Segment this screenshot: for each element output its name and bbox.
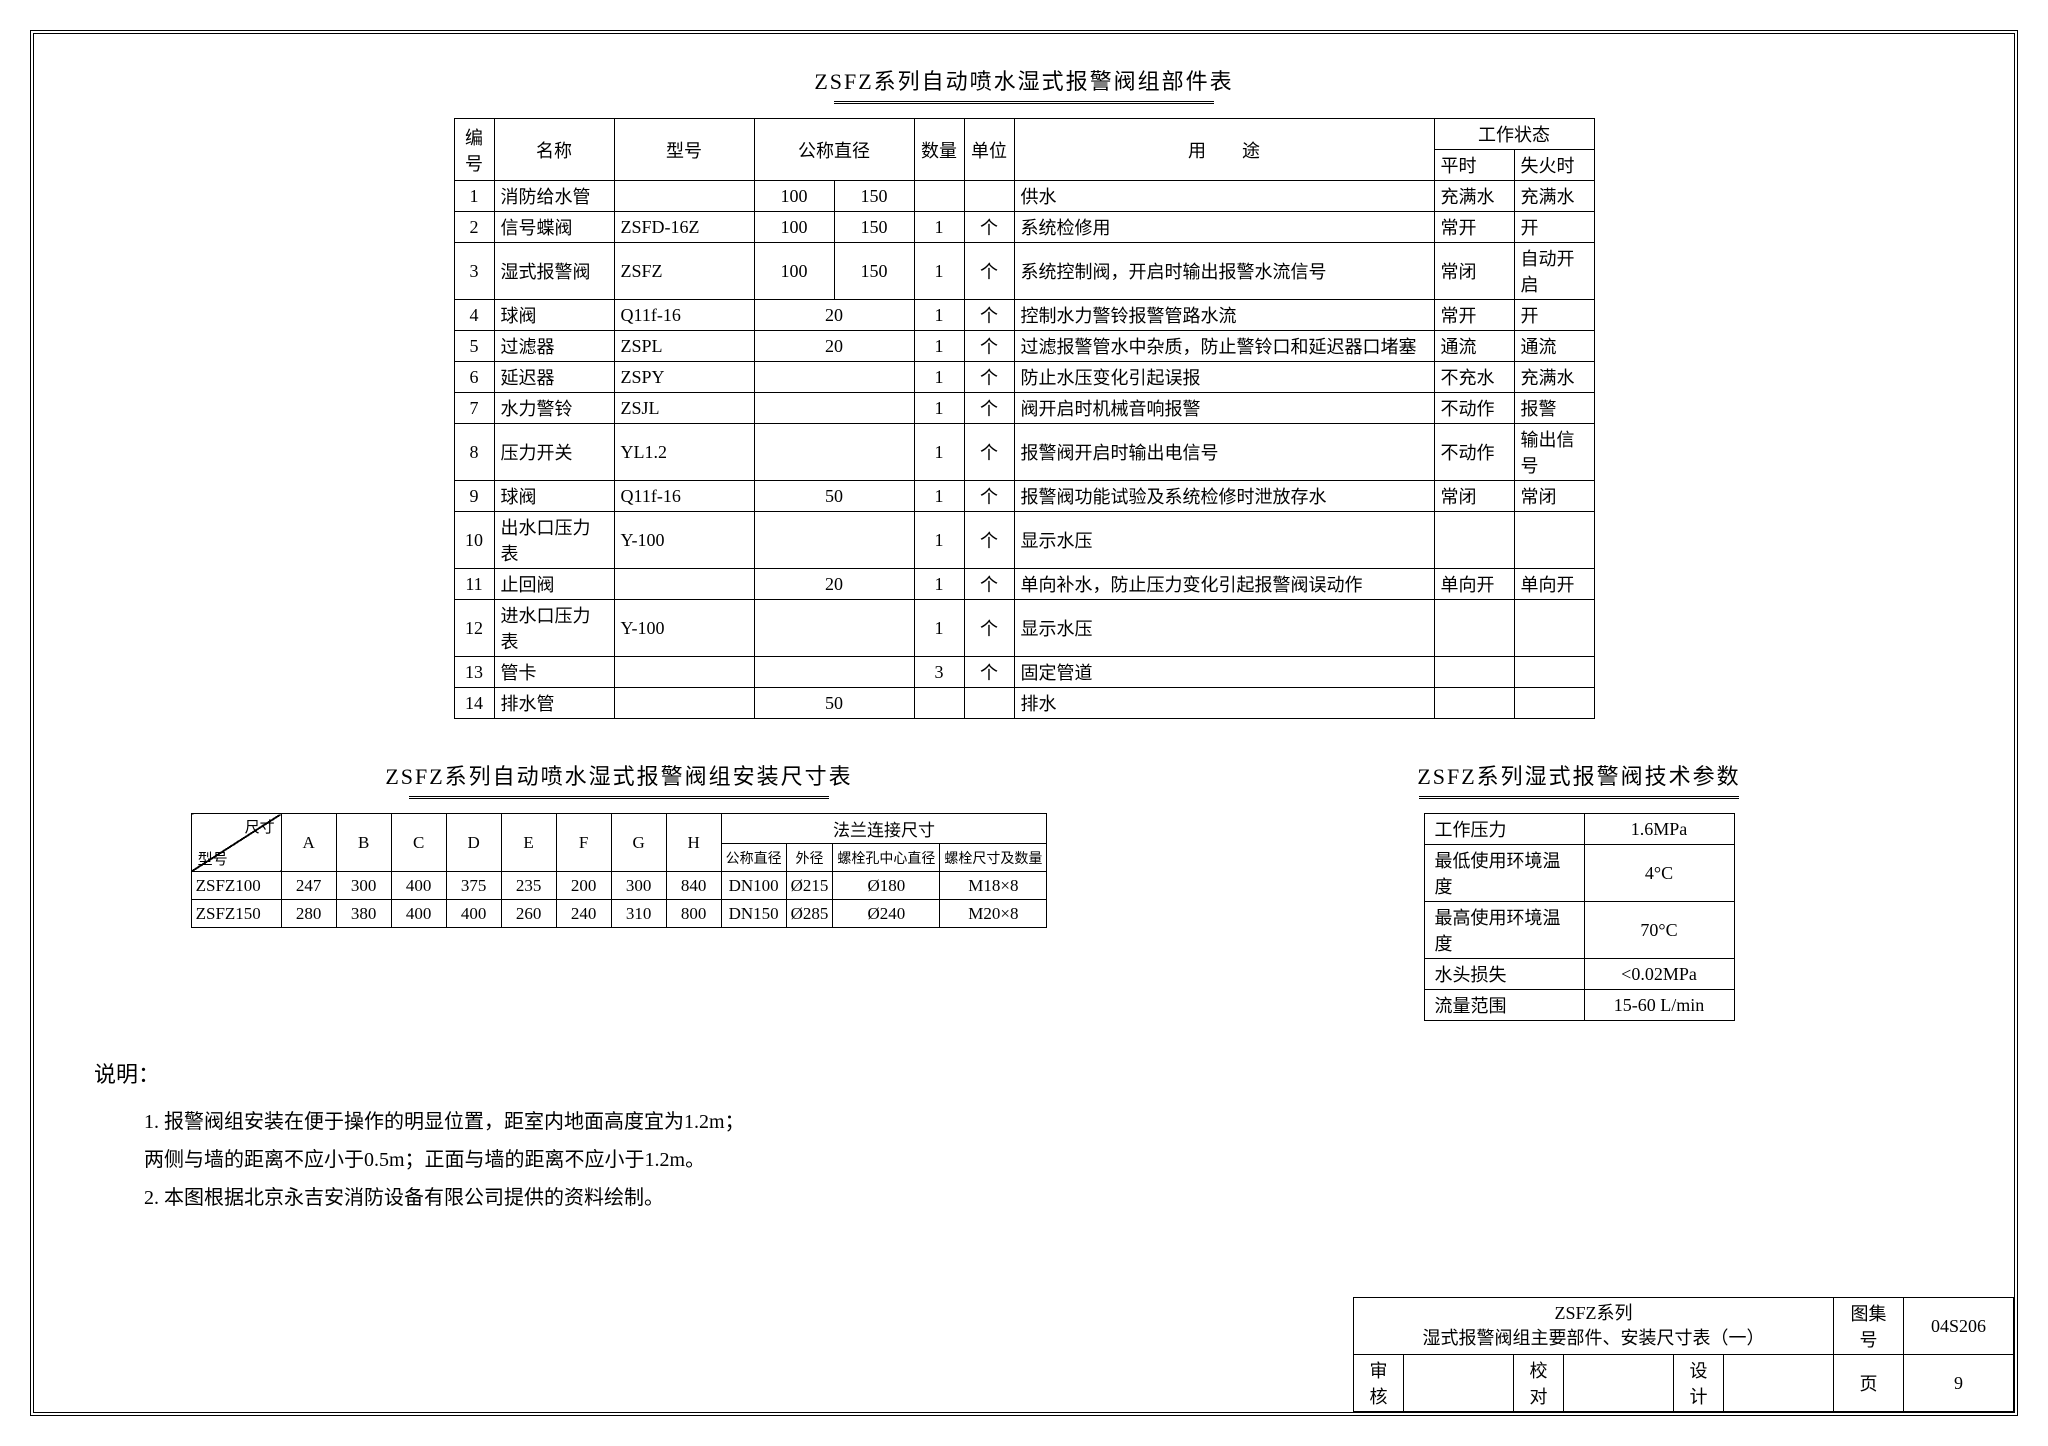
- tb-album: 04S206: [1904, 1298, 2014, 1355]
- hdr-diameter: 公称直径: [754, 119, 914, 181]
- table-row: 5过滤器ZSPL201个过滤报警管水中杂质，防止警铃口和延迟器口堵塞通流通流: [454, 331, 1594, 362]
- table-row: 流量范围15-60 L/min: [1424, 990, 1734, 1021]
- table1-title: ZSFZ系列自动喷水湿式报警阀组部件表: [74, 64, 1974, 96]
- table-row: 11止回阀201个单向补水，防止压力变化引起报警阀误动作单向开单向开: [454, 569, 1594, 600]
- table3-title: ZSFZ系列湿式报警阀技术参数: [1204, 759, 1954, 791]
- table-row: ZSFZ150280380400400260240310800DN150Ø285…: [191, 900, 1047, 928]
- table-row: 水头损失<0.02MPa: [1424, 959, 1734, 990]
- table-row: 4球阀Q11f-16201个控制水力警铃报警管路水流常开开: [454, 300, 1594, 331]
- table-row: 最低使用环境温度4°C: [1424, 845, 1734, 902]
- hdr-num: 编号: [454, 119, 494, 181]
- tb-album-lab: 图集号: [1834, 1298, 1904, 1355]
- tb-check-lab: 审核: [1354, 1355, 1404, 1412]
- table-row: 9球阀Q11f-16501个报警阀功能试验及系统检修时泄放存水常闭常闭: [454, 481, 1594, 512]
- tb-proof: [1564, 1355, 1674, 1412]
- hdr-name: 名称: [494, 119, 614, 181]
- dimensions-table: 尺寸型号ABCDEFGH法兰连接尺寸公称直径外径螺栓孔中心直径螺栓尺寸及数量ZS…: [191, 813, 1048, 928]
- title-underline-2: [409, 795, 829, 799]
- hdr-unit: 单位: [964, 119, 1014, 181]
- table-row: 10出水口压力表Y-1001个显示水压: [454, 512, 1594, 569]
- hdr-purpose: 用 途: [1014, 119, 1434, 181]
- params-table: 工作压力1.6MPa最低使用环境温度4°C最高使用环境温度70°C水头损失<0.…: [1424, 813, 1735, 1021]
- notes-section: 说明： 1. 报警阀组安装在便于操作的明显位置，距室内地面高度宜为1.2m； 两…: [74, 1057, 1974, 1217]
- notes-body: 1. 报警阀组安装在便于操作的明显位置，距室内地面高度宜为1.2m； 两侧与墙的…: [94, 1103, 1974, 1217]
- note-line: 2. 本图根据北京永吉安消防设备有限公司提供的资料绘制。: [144, 1179, 1974, 1217]
- tb-proof-lab: 校对: [1514, 1355, 1564, 1412]
- title-underline: [834, 100, 1214, 104]
- tb-design-lab: 设计: [1674, 1355, 1724, 1412]
- table-row: 1消防给水管100150供水充满水充满水: [454, 181, 1594, 212]
- tb-main1: ZSFZ系列: [1554, 1303, 1632, 1323]
- table-row: 14排水管50排水: [454, 688, 1594, 719]
- table2-title: ZSFZ系列自动喷水湿式报警阀组安装尺寸表: [94, 759, 1144, 791]
- notes-title: 说明：: [94, 1057, 1974, 1089]
- hdr-state: 工作状态: [1434, 119, 1594, 150]
- hdr-qty: 数量: [914, 119, 964, 181]
- title-block: ZSFZ系列 湿式报警阀组主要部件、安装尺寸表（一） 图集号 04S206 审核…: [1353, 1297, 2014, 1412]
- note-line: 两侧与墙的距离不应小于0.5m；正面与墙的距离不应小于1.2m。: [144, 1141, 1974, 1179]
- table-row: 2信号蝶阀ZSFD-16Z1001501个系统检修用常开开: [454, 212, 1594, 243]
- table-row: 最高使用环境温度70°C: [1424, 902, 1734, 959]
- table-row: 6延迟器ZSPY1个防止水压变化引起误报不充水充满水: [454, 362, 1594, 393]
- hdr-normal: 平时: [1434, 150, 1514, 181]
- tb-check: [1404, 1355, 1514, 1412]
- drawing-frame: ZSFZ系列自动喷水湿式报警阀组部件表 编号 名称 型号 公称直径 数量 单位 …: [30, 30, 2018, 1416]
- parts-table: 编号 名称 型号 公称直径 数量 单位 用 途 工作状态 平时 失火时 1消防给…: [454, 118, 1595, 719]
- table-row: 工作压力1.6MPa: [1424, 814, 1734, 845]
- hdr-fire: 失火时: [1514, 150, 1594, 181]
- title-underline-3: [1419, 795, 1739, 799]
- lower-section: ZSFZ系列自动喷水湿式报警阀组安装尺寸表 尺寸型号ABCDEFGH法兰连接尺寸…: [74, 749, 1974, 1021]
- note-line: 1. 报警阀组安装在便于操作的明显位置，距室内地面高度宜为1.2m；: [144, 1103, 1974, 1141]
- table-row: ZSFZ100247300400375235200300840DN100Ø215…: [191, 872, 1047, 900]
- table-row: 12进水口压力表Y-1001个显示水压: [454, 600, 1594, 657]
- table-row: 8压力开关YL1.21个报警阀开启时输出电信号不动作输出信号: [454, 424, 1594, 481]
- tb-main2: 湿式报警阀组主要部件、安装尺寸表（一）: [1423, 1328, 1765, 1348]
- table-row: 7水力警铃ZSJL1个阀开启时机械音响报警不动作报警: [454, 393, 1594, 424]
- table-row: 3湿式报警阀ZSFZ1001501个系统控制阀，开启时输出报警水流信号常闭自动开…: [454, 243, 1594, 300]
- tb-page: 9: [1904, 1355, 2014, 1412]
- tb-page-lab: 页: [1834, 1355, 1904, 1412]
- table-row: 13管卡3个固定管道: [454, 657, 1594, 688]
- tb-design: [1724, 1355, 1834, 1412]
- hdr-model: 型号: [614, 119, 754, 181]
